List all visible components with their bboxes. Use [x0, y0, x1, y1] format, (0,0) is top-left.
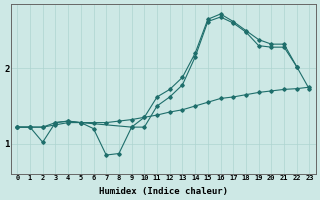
X-axis label: Humidex (Indice chaleur): Humidex (Indice chaleur) [99, 187, 228, 196]
